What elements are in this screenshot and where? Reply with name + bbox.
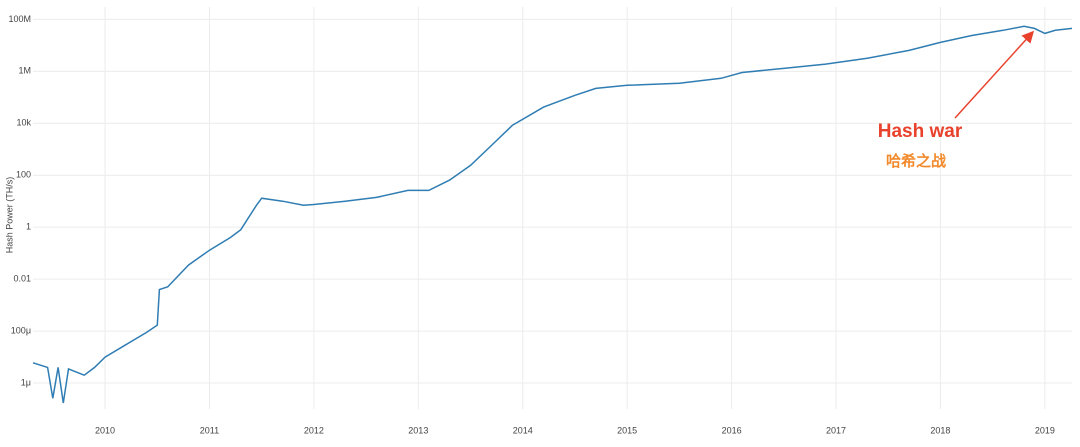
x-tick-label: 2013 <box>408 425 428 435</box>
x-tick-label: 2011 <box>200 425 219 435</box>
y-tick-label: 100M <box>8 14 31 24</box>
y-tick-label: 1μ <box>21 377 31 387</box>
y-tick-label: 100μ <box>11 325 31 335</box>
x-tick-label: 2017 <box>826 425 846 435</box>
annotation-title: Hash war <box>878 121 963 142</box>
x-tick-label: 2018 <box>930 425 950 435</box>
annotation-subtitle: 哈希之战 <box>886 152 946 170</box>
y-tick-label: 1 <box>26 222 31 232</box>
data-line <box>32 25 1073 404</box>
annotation-arrow <box>954 30 1035 119</box>
y-tick-label: 1M <box>18 66 31 76</box>
x-tick-label: 2012 <box>304 425 324 435</box>
x-tick-label: 2015 <box>617 425 637 435</box>
x-tick-label: 2014 <box>513 425 533 435</box>
y-tick-label: 100 <box>16 170 31 180</box>
y-tick-label: 10k <box>16 118 31 128</box>
x-tick-label: 2016 <box>722 425 742 435</box>
y-axis-label: Hash Power (TH/s) <box>4 177 14 254</box>
y-tick-label: 0.01 <box>13 274 31 284</box>
x-tick-label: 2010 <box>95 425 115 435</box>
x-tick-label: 2019 <box>1035 425 1055 435</box>
